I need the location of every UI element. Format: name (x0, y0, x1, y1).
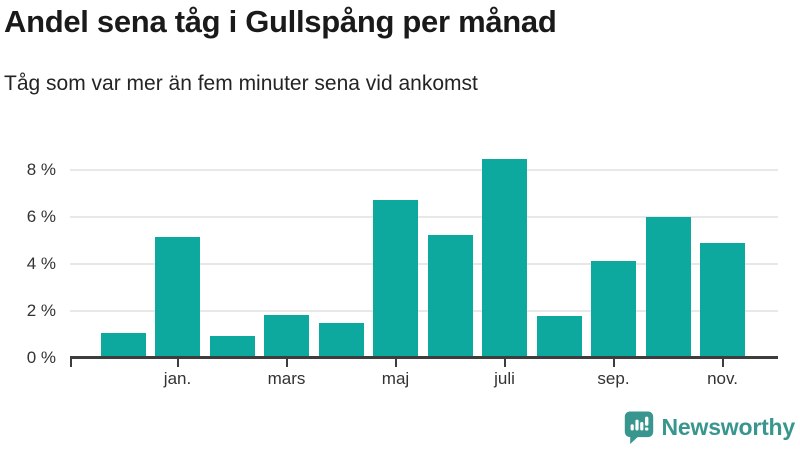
x-tick-label: maj (381, 369, 410, 388)
x-tick (176, 359, 179, 367)
y-tick-label: 8 % (26, 160, 56, 180)
x-axis-start-tick (70, 359, 72, 367)
y-tick-label: 2 % (26, 301, 56, 321)
exclamation-bar (644, 416, 648, 426)
gridline (70, 216, 778, 219)
gridline (70, 169, 778, 172)
gridline (70, 310, 778, 313)
x-tick-label: jan. (163, 369, 192, 388)
x-tick (285, 359, 288, 367)
x-tick-label: nov. (707, 369, 738, 388)
x-tick (503, 359, 506, 367)
bar (100, 333, 146, 358)
x-tick (612, 359, 615, 367)
plot-area (70, 147, 778, 358)
y-tick-label: 4 % (26, 254, 56, 274)
x-tick (394, 359, 397, 367)
bar (318, 322, 364, 358)
bar (700, 243, 745, 358)
mini-bar-chart-glyph (630, 416, 648, 431)
bar (155, 237, 200, 358)
bar-chart: 0 % 2 % 4 % 6 % 8 % jan. mars maj juli sep. nov. (26, 147, 778, 388)
gridline (70, 263, 778, 266)
y-tick-label: 0 % (26, 348, 56, 367)
bar (482, 158, 527, 358)
brand-name: Newsworthy (661, 413, 796, 440)
bar (209, 335, 255, 358)
y-tick-label: 6 % (26, 207, 56, 227)
x-axis-line (70, 356, 778, 359)
bar (373, 199, 418, 358)
bar (427, 234, 473, 358)
bar (264, 314, 309, 358)
bar (645, 217, 691, 358)
exclamation-dot (644, 427, 648, 431)
x-tick-label: juli (494, 369, 515, 388)
x-tick-label: mars (267, 369, 306, 388)
bar (591, 260, 636, 358)
newsworthy-icon (624, 411, 653, 444)
x-tick (721, 359, 724, 367)
newsworthy-logo[interactable]: Newsworthy (623, 410, 795, 444)
page-title: Andel sena tåg i Gullspång per månad (4, 4, 557, 39)
bar (536, 315, 582, 358)
page-subtitle: Tåg som var mer än fem minuter sena vid … (4, 72, 478, 95)
x-tick-label: sep. (597, 369, 630, 388)
